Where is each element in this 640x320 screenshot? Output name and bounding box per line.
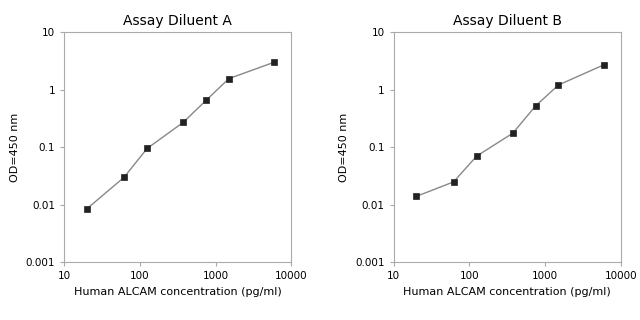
Y-axis label: OD=450 nm: OD=450 nm [339, 113, 349, 182]
Title: Assay Diluent B: Assay Diluent B [452, 14, 562, 28]
X-axis label: Human ALCAM concentration (pg/ml): Human ALCAM concentration (pg/ml) [403, 287, 611, 297]
Y-axis label: OD=450 nm: OD=450 nm [10, 113, 20, 182]
Title: Assay Diluent A: Assay Diluent A [123, 14, 232, 28]
X-axis label: Human ALCAM concentration (pg/ml): Human ALCAM concentration (pg/ml) [74, 287, 282, 297]
